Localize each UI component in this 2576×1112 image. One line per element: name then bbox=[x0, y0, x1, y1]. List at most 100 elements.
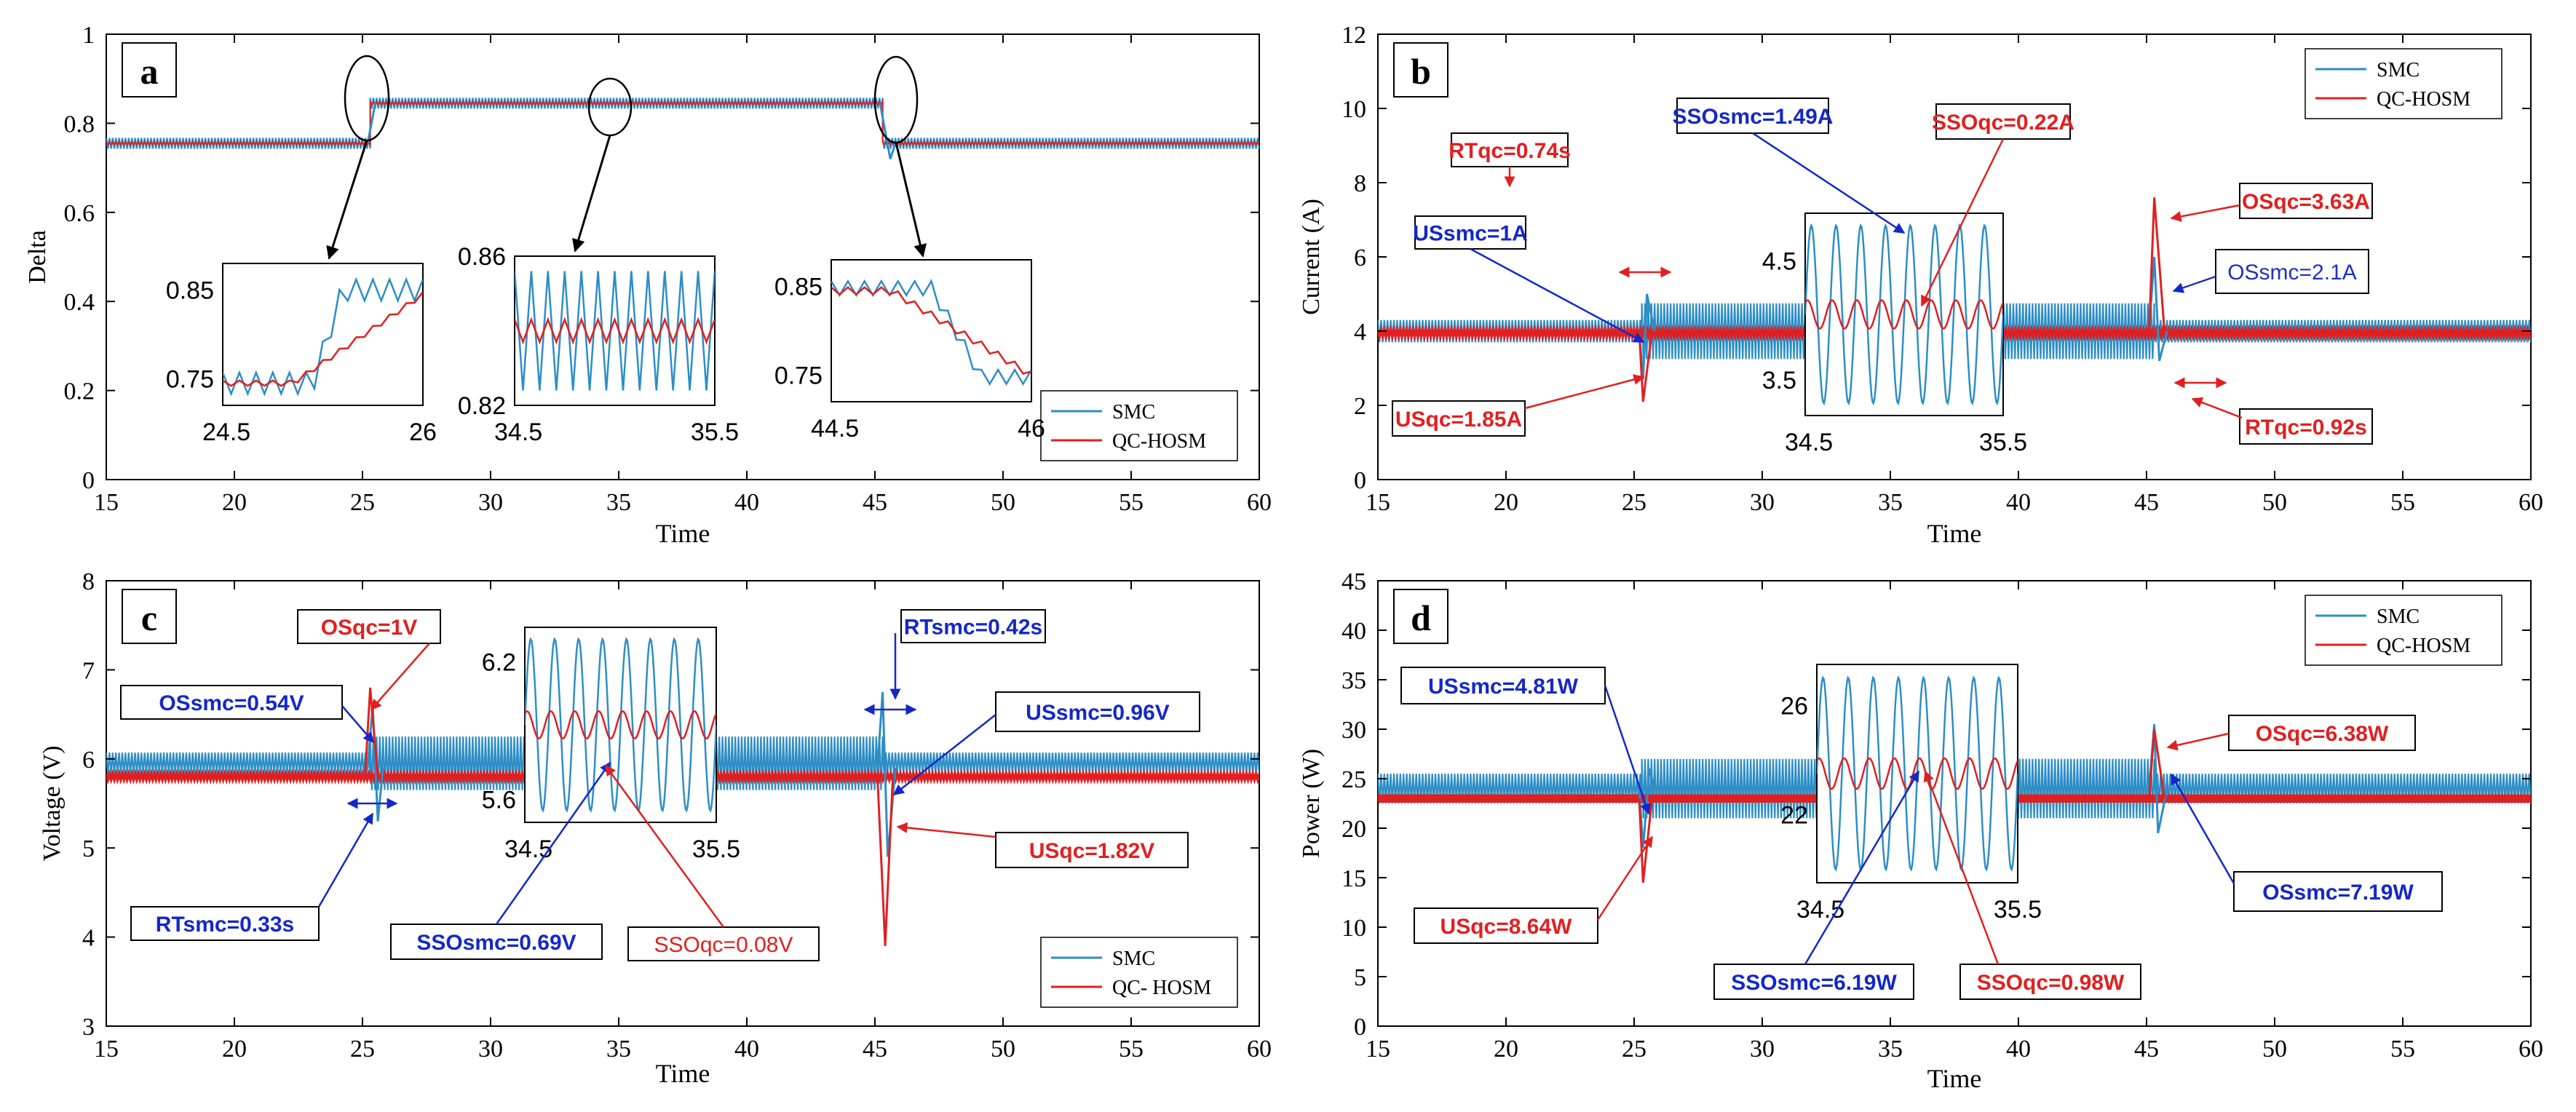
inset-line-qc-hosm bbox=[223, 291, 423, 387]
panel-a: 15 20 25 30 35 40 45 50 55 60 0 0.2 0.4 0.6 0.8 1 Time De… bbox=[24, 22, 1272, 548]
inset-line-smc bbox=[515, 271, 715, 391]
annotation: SSOsmc=0.69V bbox=[390, 761, 611, 960]
annotation-arrow bbox=[896, 822, 996, 838]
y-tick-label: 1 bbox=[82, 22, 95, 49]
annotation-arrow bbox=[2166, 732, 2230, 751]
legend-entry: SMC bbox=[2377, 59, 2420, 82]
annotation-text: SSOsmc=0.69V bbox=[416, 931, 576, 955]
annotation-text: USsmc=1A bbox=[1413, 222, 1528, 246]
annotation: SSOsmc=1.49A bbox=[1673, 98, 1906, 234]
inset-x-tick-label: 46 bbox=[1018, 415, 1045, 442]
panel-d: 15 20 25 30 35 40 45 50 55 60 0 5 10 15 20 25 30 35 40 45 Ti… bbox=[1298, 568, 2543, 1093]
x-axis-label: Time bbox=[656, 519, 710, 548]
y-tick-label: 15 bbox=[1341, 865, 1366, 892]
legend-entry: QC- HOSM bbox=[1112, 977, 1211, 999]
annotation-box bbox=[995, 832, 1189, 868]
x-tick-label: 40 bbox=[734, 489, 759, 516]
annotation: OSqc=3.63A bbox=[2170, 183, 2373, 222]
y-tick-label: 30 bbox=[1341, 717, 1366, 744]
y-tick-label: 7 bbox=[82, 657, 95, 684]
annotation-box bbox=[1414, 908, 1598, 944]
annotation-box bbox=[297, 609, 441, 644]
annotation-text: USsmc=4.81W bbox=[1428, 675, 1579, 699]
x-tick-label: 15 bbox=[1366, 1036, 1390, 1063]
y-tick-label: 8 bbox=[82, 568, 95, 595]
annotation-text: OSqc=1V bbox=[321, 616, 418, 640]
annotation-text: USqc=1.82V bbox=[1029, 839, 1155, 863]
y-tick-label: 10 bbox=[1341, 96, 1366, 123]
inset-series bbox=[223, 277, 423, 397]
annotation-box bbox=[995, 691, 1200, 732]
annotation: RTqc=0.92s bbox=[2173, 377, 2373, 445]
transient-qc-hosm bbox=[364, 687, 379, 777]
annotation-arrow bbox=[2191, 397, 2243, 419]
annotation: USqc=8.64W bbox=[1414, 835, 1654, 944]
y-tick-label: 40 bbox=[1341, 618, 1366, 645]
annotation-arrow bbox=[2170, 204, 2240, 222]
legend-entry: SMC bbox=[1112, 948, 1155, 970]
annotation: RTsmc=0.42s bbox=[863, 609, 1046, 715]
x-tick-label: 20 bbox=[1494, 489, 1518, 516]
annotation-box bbox=[1414, 215, 1526, 250]
panel-label: c bbox=[141, 597, 157, 638]
transition-smc bbox=[366, 103, 377, 144]
annotation-text: USqc=1.85A bbox=[1395, 408, 1522, 432]
series-group bbox=[106, 98, 1259, 159]
inset-zoom: 0.82 0.86 34.5 35.5 bbox=[458, 243, 739, 446]
annotation-box bbox=[1935, 103, 2071, 140]
inset-series bbox=[525, 637, 716, 813]
inset-series bbox=[831, 279, 1031, 386]
inset-zoom: 0.75 0.85 44.5 46 bbox=[774, 259, 1045, 442]
x-tick-label: 25 bbox=[350, 489, 375, 516]
y-tick-label: 8 bbox=[1354, 170, 1366, 197]
annotation-box bbox=[2239, 408, 2373, 445]
panel-label: b bbox=[1411, 51, 1431, 92]
inset-x-tick-label: 35.5 bbox=[1994, 896, 2042, 924]
annotation-arrow bbox=[1752, 132, 1906, 234]
x-tick-label: 35 bbox=[1878, 1036, 1903, 1063]
x-tick-label: 55 bbox=[2390, 489, 2415, 516]
inset-line-smc bbox=[831, 279, 1031, 386]
x-tick-label: 20 bbox=[1494, 1036, 1518, 1063]
annotation-text: SSOsmc=6.19W bbox=[1731, 971, 1897, 995]
annotation-text: SSOsmc=1.49A bbox=[1673, 105, 1834, 129]
annotation-text: RTsmc=0.42s bbox=[904, 616, 1042, 640]
y-tick-label: 0.4 bbox=[64, 289, 95, 316]
annotation-arrow bbox=[317, 812, 374, 908]
annotation-box bbox=[1392, 400, 1526, 437]
inset-line-qc-hosm bbox=[1817, 757, 2018, 790]
inset-y-tick-label: 0.86 bbox=[458, 243, 506, 271]
y-tick-label: 5 bbox=[1354, 964, 1366, 991]
transient-qc-hosm bbox=[876, 777, 895, 946]
zoom-arrow bbox=[895, 142, 927, 258]
inset-x-tick-label: 35.5 bbox=[1979, 429, 2027, 456]
inset-line-smc bbox=[1805, 223, 2003, 406]
legend-entry: QC-HOSM bbox=[1112, 430, 1206, 453]
annotation-arrow bbox=[495, 761, 611, 925]
y-tick-label: 2 bbox=[1354, 393, 1366, 420]
annotation-box bbox=[1451, 132, 1569, 167]
annotation-text: RTqc=0.74s bbox=[1448, 139, 1571, 163]
annotation-text: OSqc=3.63A bbox=[2242, 190, 2370, 214]
inset-line-qc-hosm bbox=[525, 710, 716, 740]
x-tick-label: 15 bbox=[94, 489, 119, 516]
y-tick-label: 35 bbox=[1341, 667, 1366, 694]
legend-box bbox=[2304, 48, 2502, 119]
x-tick-label: 20 bbox=[222, 1036, 247, 1063]
annotation: OSqc=6.38W bbox=[2166, 715, 2416, 751]
legend-box bbox=[1040, 390, 1238, 461]
annotation: USsmc=0.96V bbox=[892, 691, 1200, 795]
inset-box bbox=[222, 263, 424, 406]
y-axis-label: Delta bbox=[24, 230, 51, 284]
annotation: OSsmc=0.54V bbox=[120, 685, 374, 744]
x-tick-label: 40 bbox=[2006, 1036, 2031, 1063]
annotation: SSOsmc=6.19W bbox=[1713, 770, 1920, 1000]
panel-label-box bbox=[122, 589, 177, 644]
inset-x-tick-label: 24.5 bbox=[202, 418, 250, 446]
y-tick-label: 45 bbox=[1341, 568, 1366, 595]
annotation-arrow bbox=[1920, 138, 2005, 307]
y-tick-label: 20 bbox=[1341, 816, 1366, 843]
annotation: OSqc=1V bbox=[297, 609, 441, 711]
annotation-arrow bbox=[2172, 275, 2216, 293]
x-axis-label: Time bbox=[1927, 519, 1982, 548]
